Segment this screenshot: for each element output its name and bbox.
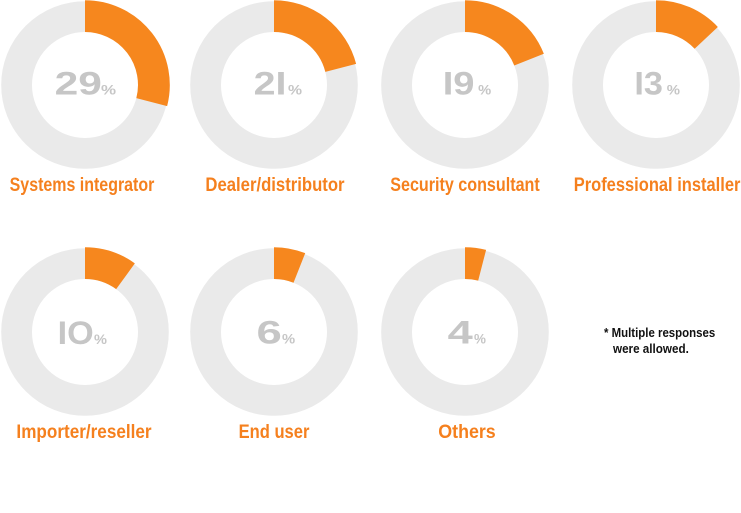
svg-text:29: 29 (54, 65, 101, 101)
svg-text:%: % (282, 331, 295, 346)
svg-text:%: % (478, 82, 491, 97)
svg-text:%: % (474, 331, 486, 346)
svg-text:IO: IO (57, 315, 93, 351)
svg-text:%: % (101, 82, 116, 97)
svg-text:I3: I3 (634, 65, 663, 101)
svg-text:I9: I9 (442, 65, 474, 101)
svg-text:%: % (94, 332, 107, 347)
svg-text:2I: 2I (253, 65, 286, 101)
svg-text:6: 6 (256, 314, 281, 350)
svg-text:%: % (288, 82, 302, 97)
svg-text:4: 4 (447, 314, 472, 350)
svg-text:%: % (667, 82, 680, 97)
